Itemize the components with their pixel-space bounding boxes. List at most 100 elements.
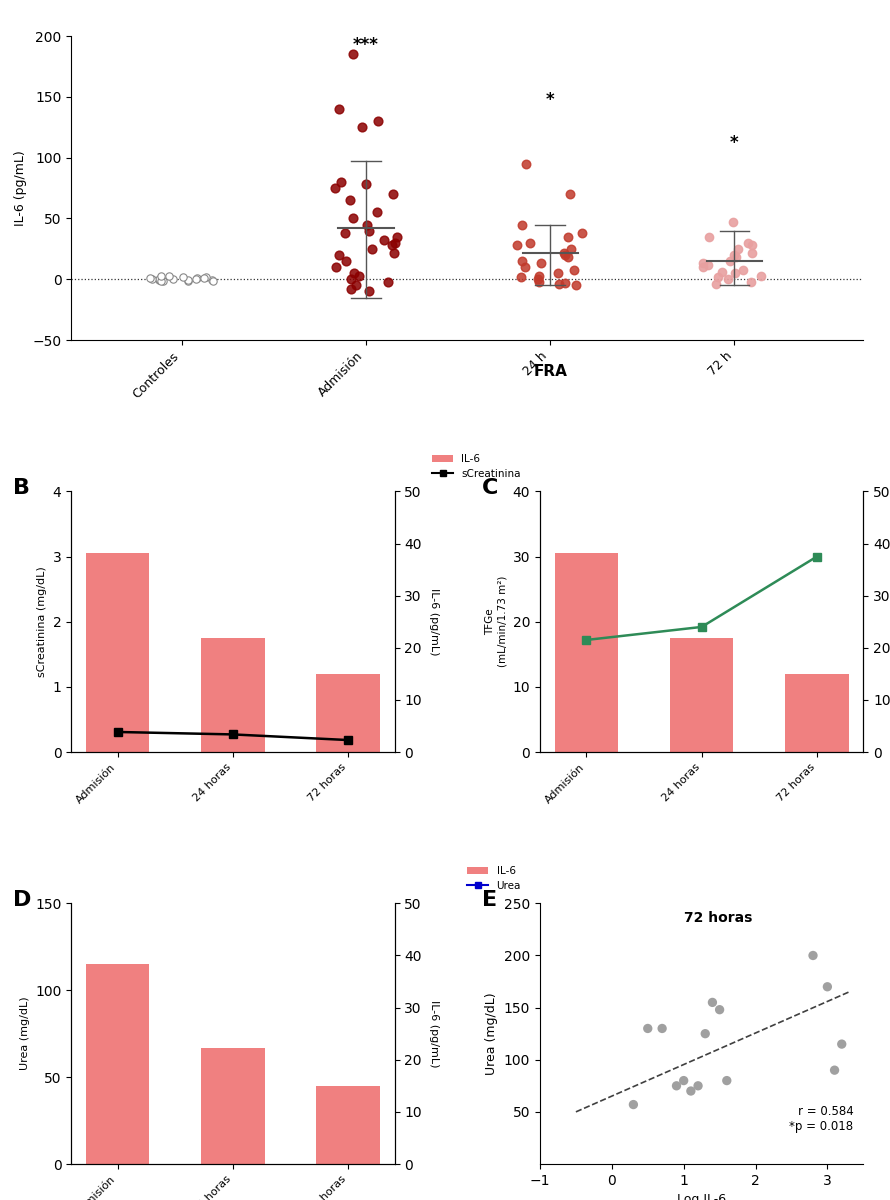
Point (723, 252, 737, 271)
Point (387, 242, 401, 262)
Point (332, 245, 346, 264)
Point (352, 266, 366, 286)
Y-axis label: IL-6 (pg/mL): IL-6 (pg/mL) (14, 150, 27, 226)
Point (346, 44, 360, 64)
Point (197, 269, 211, 288)
Point (567, 260, 581, 280)
Point (561, 227, 575, 246)
Point (710, 268, 724, 287)
Point (343, 191, 357, 210)
Y-axis label: sCreatinina (mg/dL): sCreatinina (mg/dL) (37, 566, 47, 677)
Text: D: D (13, 890, 31, 911)
Point (805, 946, 820, 965)
Point (344, 280, 359, 299)
Point (702, 227, 716, 246)
Bar (785, 674, 848, 752)
Point (691, 1076, 705, 1096)
Point (514, 268, 529, 287)
Point (669, 1076, 684, 1096)
Point (701, 256, 716, 275)
Point (705, 992, 719, 1012)
Point (332, 100, 346, 119)
Point (532, 266, 546, 286)
Bar (670, 638, 733, 752)
Point (721, 270, 735, 289)
Text: E: E (481, 890, 497, 911)
Text: C: C (481, 479, 498, 498)
Point (390, 227, 404, 246)
Bar (86, 964, 150, 1164)
Point (732, 239, 746, 258)
Point (514, 215, 529, 234)
Point (514, 252, 529, 271)
Point (205, 270, 219, 289)
Point (198, 268, 213, 287)
Point (563, 185, 578, 204)
Point (575, 223, 589, 242)
Point (142, 269, 157, 288)
Point (189, 269, 203, 288)
Point (347, 264, 361, 283)
Point (530, 270, 545, 289)
Text: B: B (13, 479, 30, 498)
Point (328, 179, 342, 198)
Point (182, 271, 196, 290)
Point (510, 235, 524, 254)
Point (361, 282, 376, 301)
Point (558, 274, 572, 293)
Point (145, 269, 159, 288)
Point (835, 1034, 849, 1054)
Point (152, 270, 166, 289)
Point (745, 242, 759, 262)
Point (655, 1019, 669, 1038)
Point (182, 271, 196, 290)
Point (388, 233, 402, 252)
Point (552, 275, 566, 294)
Point (190, 269, 204, 288)
Point (152, 270, 166, 289)
Text: 72 horas: 72 horas (684, 911, 752, 925)
Point (377, 230, 392, 250)
Text: *: * (730, 133, 739, 151)
Point (564, 239, 578, 258)
Bar (317, 1086, 380, 1164)
Point (355, 118, 369, 137)
Point (206, 272, 220, 292)
Point (754, 266, 768, 286)
Bar (201, 1048, 264, 1164)
Point (741, 233, 756, 252)
Point (821, 977, 835, 996)
Point (349, 276, 363, 295)
Point (346, 209, 360, 228)
Point (176, 268, 190, 287)
Point (519, 154, 533, 173)
Point (344, 270, 358, 289)
Point (744, 272, 758, 292)
Bar (86, 553, 150, 752)
Point (381, 272, 395, 292)
Point (339, 252, 353, 271)
Point (641, 1019, 655, 1038)
Y-axis label: IL-6 (pg/mL): IL-6 (pg/mL) (428, 1000, 439, 1068)
Point (156, 271, 170, 290)
Point (365, 239, 379, 258)
Point (523, 233, 538, 252)
Point (328, 258, 343, 277)
Point (386, 185, 400, 204)
Point (696, 254, 710, 274)
Text: r = 0.584
*p = 0.018: r = 0.584 *p = 0.018 (789, 1105, 854, 1133)
Point (728, 264, 742, 283)
Text: *: * (546, 91, 554, 109)
Point (551, 264, 565, 283)
Point (698, 1024, 712, 1043)
Point (745, 235, 759, 254)
Point (736, 260, 750, 280)
X-axis label: Log IL-6: Log IL-6 (677, 1193, 726, 1200)
Point (729, 247, 743, 266)
Point (558, 245, 572, 264)
Point (154, 266, 168, 286)
Bar (317, 674, 380, 752)
Point (369, 203, 384, 222)
Point (676, 1070, 691, 1090)
Text: ***: *** (353, 36, 379, 54)
